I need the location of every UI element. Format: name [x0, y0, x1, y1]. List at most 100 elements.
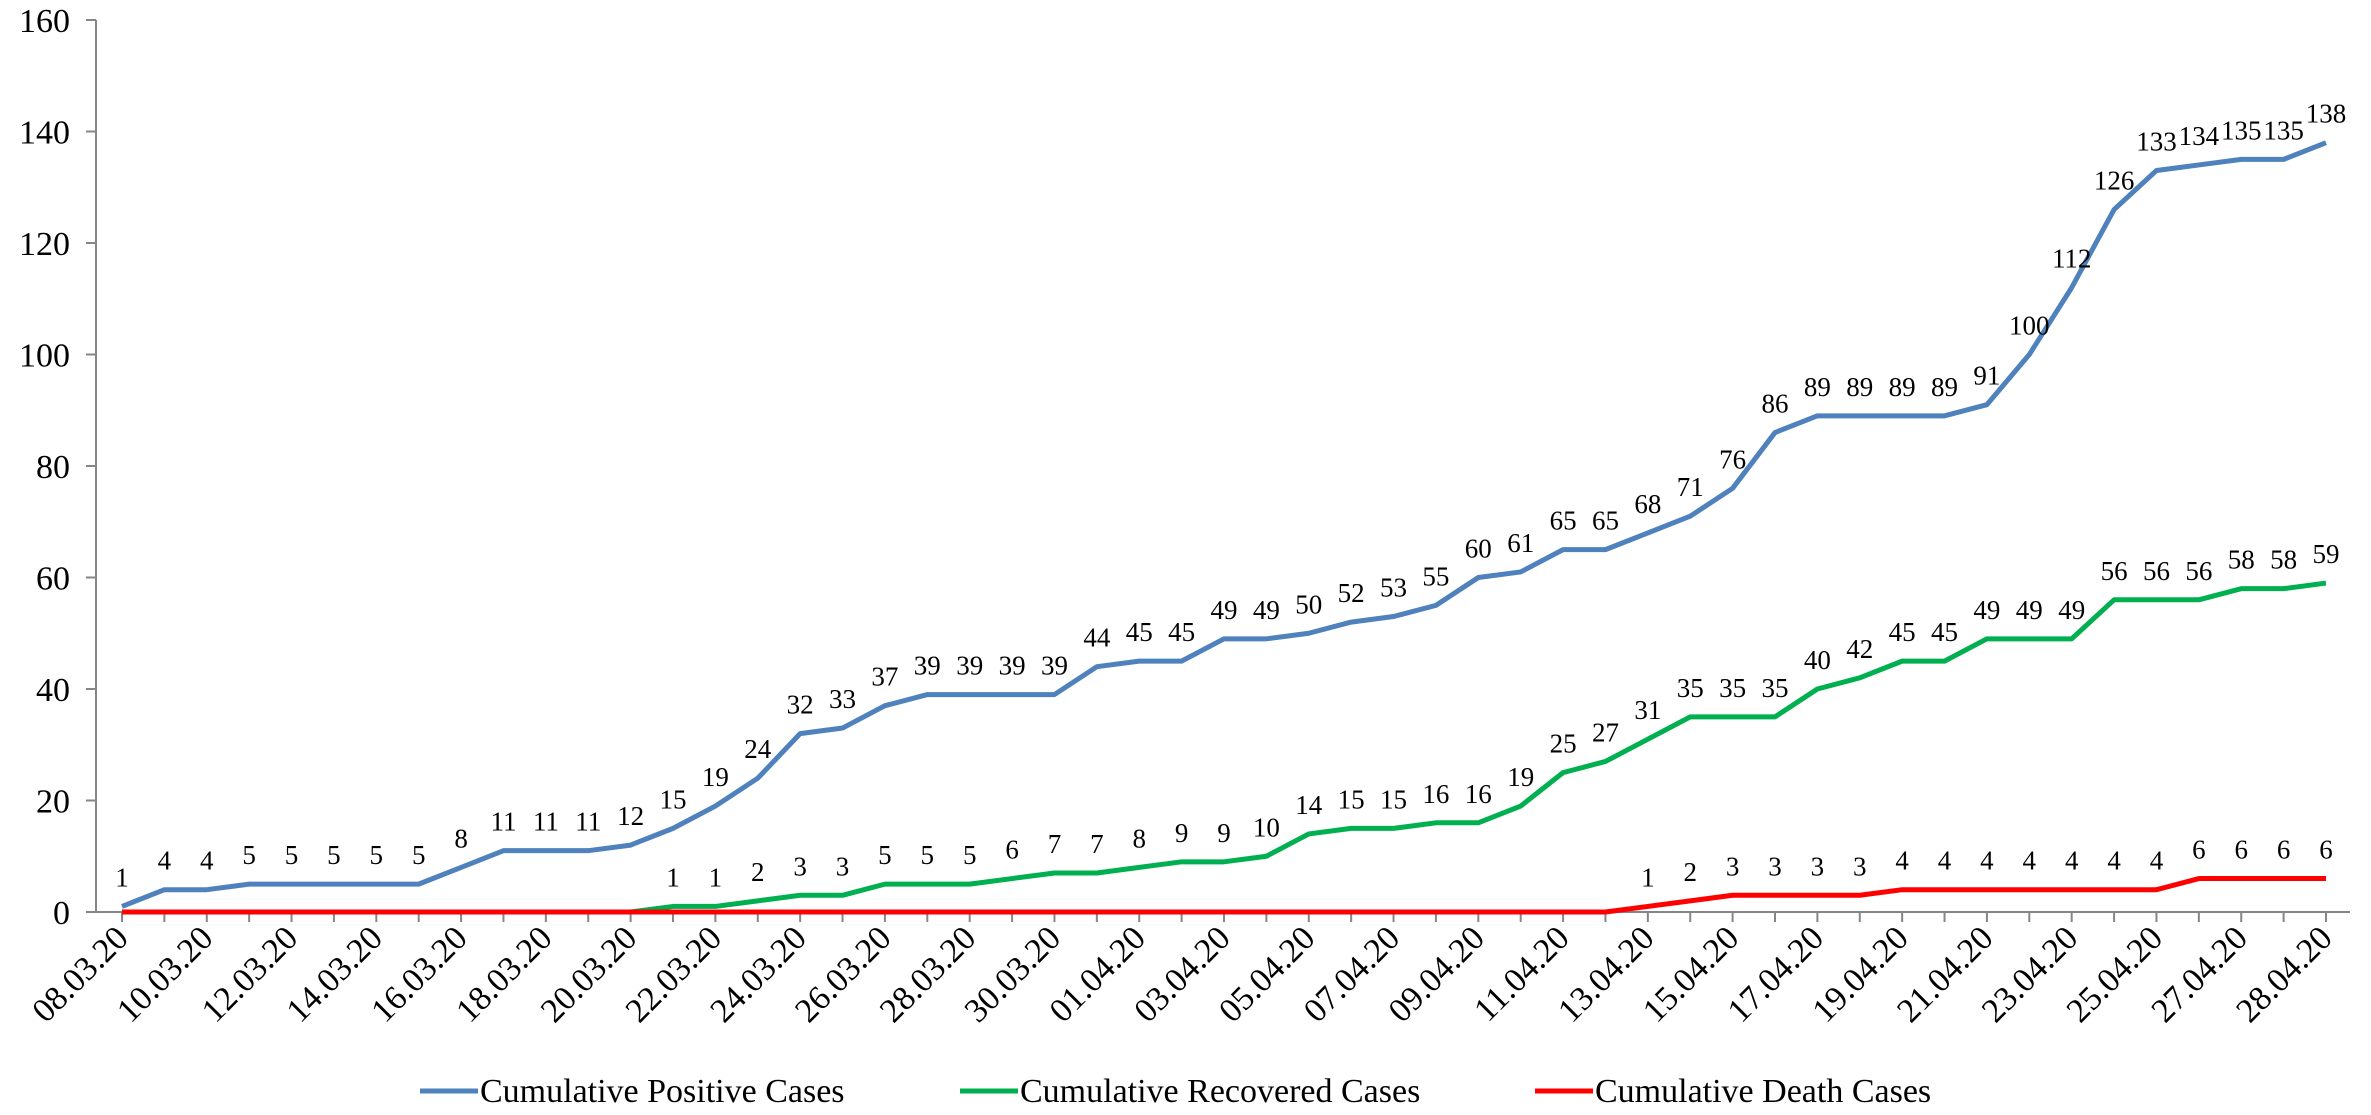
- data-label: 16: [1422, 779, 1449, 809]
- data-label: 89: [1931, 372, 1958, 402]
- data-label: 53: [1380, 573, 1407, 603]
- data-label: 4: [2065, 846, 2079, 876]
- data-label: 134: [2179, 121, 2220, 151]
- data-label: 33: [829, 684, 856, 714]
- data-label: 71: [1677, 472, 1704, 502]
- data-label: 15: [1338, 784, 1365, 814]
- data-label: 35: [1677, 673, 1704, 703]
- data-label: 11: [575, 807, 601, 837]
- data-label: 60: [1465, 534, 1492, 564]
- data-label: 65: [1550, 506, 1577, 536]
- data-label: 27: [1592, 717, 1619, 747]
- data-label: 89: [1889, 372, 1916, 402]
- data-label: 5: [370, 840, 384, 870]
- data-label: 4: [2150, 846, 2164, 876]
- data-label: 3: [1768, 851, 1782, 881]
- data-label: 16: [1465, 779, 1492, 809]
- data-label: 49: [2058, 595, 2085, 625]
- data-label: 76: [1719, 444, 1746, 474]
- data-label: 39: [914, 651, 941, 681]
- data-label: 4: [2023, 846, 2037, 876]
- data-label: 3: [1811, 851, 1825, 881]
- data-label: 55: [1422, 561, 1449, 591]
- data-label: 49: [1973, 595, 2000, 625]
- data-label: 44: [1083, 623, 1111, 653]
- data-label: 5: [412, 840, 426, 870]
- y-tick-label: 40: [36, 672, 70, 709]
- data-label: 59: [2313, 539, 2340, 569]
- series-line: [122, 876, 2326, 915]
- data-label: 24: [744, 734, 772, 764]
- data-label: 15: [660, 784, 687, 814]
- x-tick-label: 28.04.20: [2229, 919, 2339, 1029]
- data-label: 3: [836, 851, 850, 881]
- data-label: 5: [963, 840, 977, 870]
- data-label: 12: [617, 801, 644, 831]
- data-label: 4: [1895, 846, 1909, 876]
- data-label: 7: [1090, 829, 1104, 859]
- data-label: 8: [454, 823, 468, 853]
- y-tick-label: 140: [19, 115, 70, 152]
- data-label: 138: [2306, 99, 2347, 129]
- data-label: 3: [793, 851, 807, 881]
- data-label: 4: [1980, 846, 1994, 876]
- data-label: 4: [2107, 846, 2121, 876]
- series-line: [122, 580, 2327, 915]
- data-label: 9: [1175, 818, 1189, 848]
- y-tick-label: 60: [36, 561, 70, 598]
- data-label: 49: [2016, 595, 2043, 625]
- data-label: 126: [2094, 166, 2135, 196]
- data-label: 15: [1380, 784, 1407, 814]
- data-label: 5: [242, 840, 256, 870]
- data-label: 100: [2009, 311, 2050, 341]
- data-label: 3: [1853, 851, 1867, 881]
- data-label: 58: [2228, 545, 2255, 575]
- y-tick-label: 80: [36, 449, 70, 486]
- data-label: 6: [2234, 835, 2248, 865]
- data-label: 25: [1550, 729, 1577, 759]
- data-label: 6: [2319, 835, 2333, 865]
- data-label: 45: [1126, 617, 1153, 647]
- data-label: 19: [702, 762, 729, 792]
- data-label: 5: [285, 840, 299, 870]
- data-label: 89: [1846, 372, 1873, 402]
- data-label: 135: [2221, 115, 2262, 145]
- data-label: 2: [751, 857, 765, 887]
- data-label: 19: [1507, 762, 1534, 792]
- data-label: 45: [1168, 617, 1195, 647]
- legend-label: Cumulative Positive Cases: [480, 1073, 845, 1110]
- data-label: 31: [1634, 695, 1661, 725]
- data-label: 14: [1295, 790, 1323, 820]
- data-label: 56: [2185, 556, 2212, 586]
- data-label: 61: [1507, 528, 1534, 558]
- data-label: 58: [2270, 545, 2297, 575]
- data-label: 3: [1726, 851, 1740, 881]
- data-label: 91: [1973, 361, 2000, 391]
- data-label: 39: [999, 651, 1026, 681]
- data-label: 52: [1338, 578, 1365, 608]
- data-label: 4: [200, 846, 214, 876]
- data-label: 6: [1005, 835, 1019, 865]
- data-label: 5: [921, 840, 935, 870]
- data-label: 133: [2136, 127, 2177, 157]
- data-label: 86: [1762, 389, 1789, 419]
- data-label: 11: [533, 807, 559, 837]
- data-label: 7: [1048, 829, 1062, 859]
- data-label: 11: [490, 807, 516, 837]
- data-label: 40: [1804, 645, 1831, 675]
- data-label: 4: [158, 846, 172, 876]
- data-label: 35: [1762, 673, 1789, 703]
- data-label: 39: [1041, 651, 1068, 681]
- x-tick-label: 09.04.20: [1382, 919, 1492, 1029]
- data-label: 56: [2101, 556, 2128, 586]
- y-tick-label: 0: [53, 895, 70, 932]
- data-label: 37: [871, 662, 898, 692]
- data-label: 5: [878, 840, 892, 870]
- data-label: 6: [2277, 835, 2291, 865]
- data-label: 8: [1132, 823, 1146, 853]
- data-label: 45: [1931, 617, 1958, 647]
- data-label: 1: [709, 862, 723, 892]
- data-label: 49: [1253, 595, 1280, 625]
- data-label: 89: [1804, 372, 1831, 402]
- series-line: [121, 140, 2327, 909]
